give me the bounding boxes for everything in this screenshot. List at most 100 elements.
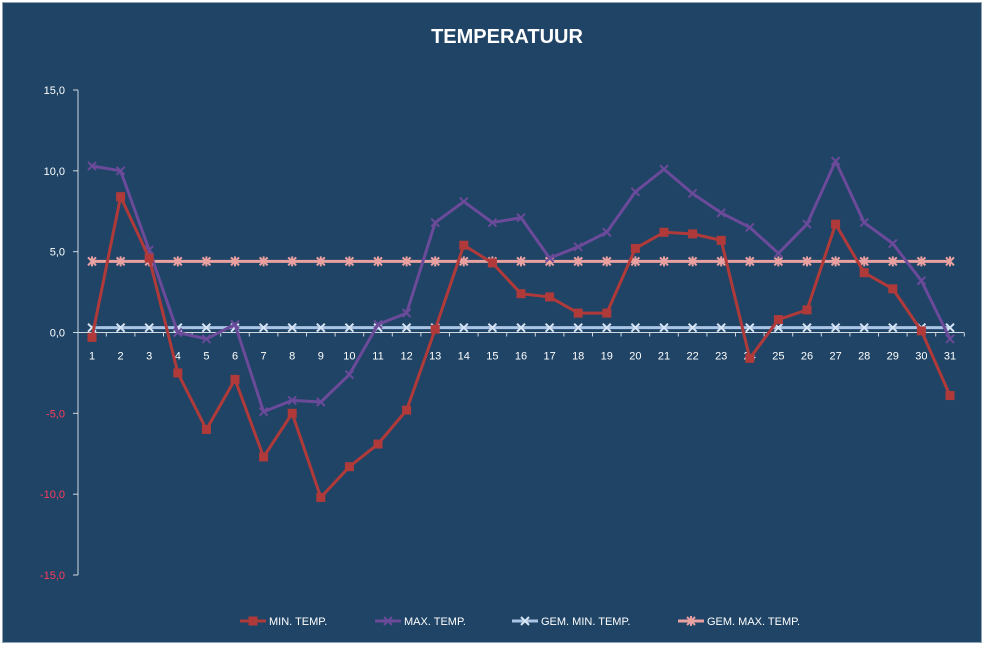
data-point [87,256,97,267]
data-point [430,256,440,267]
y-tick-label: 5,0 [50,247,65,259]
x-tick-label: 13 [429,351,441,363]
x-tick-label: 3 [146,351,152,363]
x-tick-label: 6 [232,351,238,363]
data-point [602,308,612,318]
data-point [659,227,669,237]
data-point [945,334,955,344]
legend-swatch-marker [248,616,258,626]
x-tick-label: 17 [543,351,555,363]
y-tick-label: -15,0 [40,570,65,582]
data-point [487,258,497,268]
data-point [687,256,698,267]
data-point [516,256,526,267]
data-point [716,322,726,333]
data-point [316,397,326,407]
data-point [287,395,297,406]
data-point [201,322,212,333]
series-gem-max-temp [87,256,955,267]
data-point [688,229,698,239]
y-tick-label: 0,0 [50,328,65,340]
x-tick-label: 31 [944,351,956,363]
data-point [459,256,469,267]
x-tick-label: 21 [658,351,670,363]
data-point [802,305,812,315]
data-point [144,322,154,333]
data-point [888,322,898,333]
data-point [830,256,841,267]
x-tick-label: 22 [686,351,698,363]
data-point [745,256,755,267]
data-point [830,322,841,333]
x-tick-label: 14 [458,351,470,363]
data-point [373,256,383,267]
data-point [773,256,784,267]
x-tick-label: 28 [858,351,870,363]
data-point [802,219,812,229]
data-point [401,322,412,333]
data-point [602,322,612,333]
data-point [573,242,583,252]
data-point [630,187,641,197]
data-point [745,353,755,363]
data-point [459,196,469,207]
data-point [287,408,297,418]
x-tick-label: 29 [887,351,899,363]
data-point [201,425,211,434]
series-line [90,195,952,499]
data-point [173,256,183,267]
data-point [916,276,927,286]
data-point [602,256,612,267]
data-point [573,256,583,267]
legend-item: GEM. MAX. TEMP. [678,616,800,628]
data-point [716,235,726,245]
legend-item: MAX. TEMP. [375,616,466,628]
series-max-temp [87,156,955,417]
x-tick-label: 25 [772,351,784,363]
series-min-temp [87,192,955,502]
data-point [545,292,555,302]
data-point [830,156,841,166]
data-point [87,161,97,171]
data-point [373,319,383,330]
legend-item: MIN. TEMP. [240,616,327,628]
y-tick-label: -10,0 [40,489,65,501]
data-point [773,315,783,325]
x-tick-label: 5 [203,351,209,363]
data-point [602,227,612,237]
data-point [859,268,869,278]
data-point [173,327,183,338]
data-point [888,256,898,267]
data-point [716,256,726,267]
x-tick-label: 8 [289,351,295,363]
series-gem-min-temp [87,322,955,333]
data-point [516,213,526,223]
data-point [87,332,97,342]
data-point [659,322,669,333]
data-point [859,217,869,228]
data-point [401,308,412,318]
data-point [745,322,755,333]
data-point [344,462,354,472]
chart-legend: MIN. TEMP. MAX. TEMP. GEM. MIN. TEMP. GEM. … [240,616,800,628]
data-point [487,322,498,333]
x-tick-label: 19 [601,351,613,363]
data-point [487,217,498,228]
legend-label: GEM. MIN. TEMP. [541,616,630,628]
data-point [945,256,955,267]
data-point [144,253,154,263]
x-tick-label: 1 [89,351,95,363]
data-point [573,308,583,318]
legend-label: GEM. MAX. TEMP. [707,616,800,628]
data-point [630,243,640,253]
data-point [401,256,412,267]
series-line [91,159,952,414]
data-point [115,322,126,333]
y-tick-label: 15,0 [44,85,65,97]
data-point [201,256,212,267]
legend-item: GEM. MIN. TEMP. [512,616,630,628]
x-tick-label: 4 [175,351,181,363]
data-point [258,322,269,333]
data-point [259,452,269,462]
